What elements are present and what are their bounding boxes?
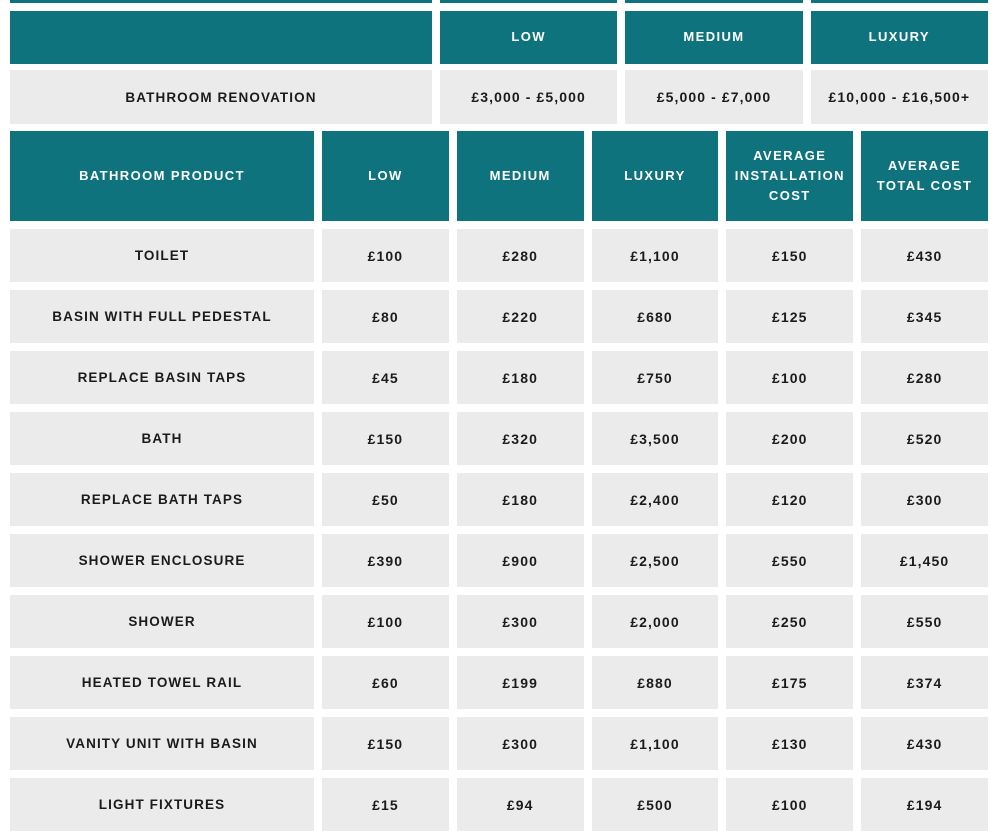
product-cell: BATH [10,412,314,465]
installation-cost-cell: £250 [726,595,854,648]
product-cell: BASIN WITH FULL PEDESTAL [10,290,314,343]
medium-cell: £199 [456,656,584,709]
medium-cell: £300 [456,595,584,648]
product-cell: REPLACE BASIN TAPS [10,351,314,404]
header-average-total-cost: AVERAGE TOTAL COST [861,131,988,221]
luxury-cell: £2,500 [591,534,719,587]
total-cost-cell: £520 [861,412,988,465]
installation-cost-cell: £125 [726,290,854,343]
luxury-cell: £680 [591,290,719,343]
installation-cost-cell: £130 [726,717,854,770]
product-cost-table: BATHROOM PRODUCT LOW MEDIUM LUXURY AVERA… [10,131,988,831]
product-cell: VANITY UNIT WITH BASIN [10,717,314,770]
strip-segment [10,0,432,3]
total-cost-cell: £550 [861,595,988,648]
low-cell: £100 [322,229,449,282]
medium-cell: £280 [456,229,584,282]
low-cell: £60 [322,656,449,709]
summary-header-luxury: LUXURY [810,11,988,64]
installation-cost-cell: £100 [726,778,854,831]
cropped-row-strip [10,0,988,3]
total-cost-cell: £300 [861,473,988,526]
medium-cell: £180 [456,351,584,404]
header-luxury: LUXURY [591,131,719,221]
total-cost-cell: £430 [861,229,988,282]
header-bathroom-product: BATHROOM PRODUCT [10,131,314,221]
product-cell: SHOWER [10,595,314,648]
medium-cell: £300 [456,717,584,770]
total-cost-cell: £280 [861,351,988,404]
header-low: LOW [322,131,449,221]
medium-cell: £180 [456,473,584,526]
low-cell: £15 [322,778,449,831]
summary-row-label: BATHROOM RENOVATION [10,70,432,124]
summary-header-medium: MEDIUM [625,11,803,64]
luxury-cell: £880 [591,656,719,709]
luxury-cell: £500 [591,778,719,831]
luxury-cell: £3,500 [591,412,719,465]
low-cell: £100 [322,595,449,648]
strip-segment [625,0,803,3]
luxury-cell: £1,100 [591,229,719,282]
luxury-cell: £2,000 [591,595,719,648]
installation-cost-cell: £550 [726,534,854,587]
strip-segment [810,0,988,3]
summary-medium-value: £5,000 - £7,000 [625,70,803,124]
medium-cell: £94 [456,778,584,831]
summary-header-blank [10,11,432,64]
total-cost-cell: £1,450 [861,534,988,587]
medium-cell: £320 [456,412,584,465]
low-cell: £390 [322,534,449,587]
total-cost-cell: £194 [861,778,988,831]
product-cell: TOILET [10,229,314,282]
installation-cost-cell: £120 [726,473,854,526]
product-cell: REPLACE BATH TAPS [10,473,314,526]
installation-cost-cell: £150 [726,229,854,282]
summary-header-low: LOW [440,11,618,64]
medium-cell: £900 [456,534,584,587]
medium-cell: £220 [456,290,584,343]
total-cost-cell: £345 [861,290,988,343]
luxury-cell: £1,100 [591,717,719,770]
renovation-summary-table: LOW MEDIUM LUXURY BATHROOM RENOVATION £3… [10,11,988,124]
product-cell: LIGHT FIXTURES [10,778,314,831]
installation-cost-cell: £100 [726,351,854,404]
strip-segment [440,0,618,3]
summary-low-value: £3,000 - £5,000 [440,70,618,124]
summary-luxury-value: £10,000 - £16,500+ [810,70,988,124]
product-cell: SHOWER ENCLOSURE [10,534,314,587]
total-cost-cell: £430 [861,717,988,770]
header-medium: MEDIUM [456,131,584,221]
low-cell: £45 [322,351,449,404]
low-cell: £150 [322,717,449,770]
luxury-cell: £750 [591,351,719,404]
product-cell: HEATED TOWEL RAIL [10,656,314,709]
header-average-installation-cost: AVERAGE INSTALLATION COST [726,131,854,221]
total-cost-cell: £374 [861,656,988,709]
low-cell: £150 [322,412,449,465]
installation-cost-cell: £175 [726,656,854,709]
low-cell: £80 [322,290,449,343]
luxury-cell: £2,400 [591,473,719,526]
installation-cost-cell: £200 [726,412,854,465]
low-cell: £50 [322,473,449,526]
